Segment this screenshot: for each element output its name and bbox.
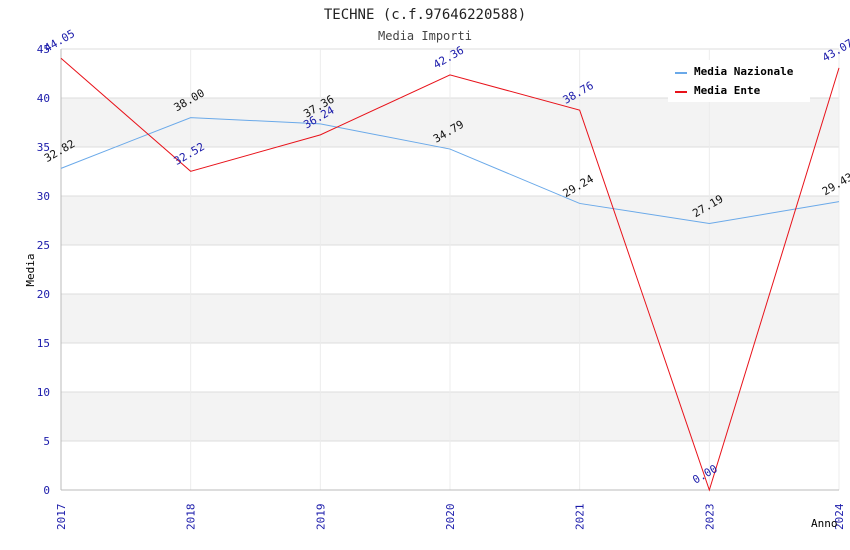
legend-label-media-ente: Media Ente bbox=[694, 84, 761, 97]
y-axis-label: Media bbox=[24, 253, 37, 286]
x-tick-label: 2018 bbox=[185, 504, 198, 531]
y-tick-label: 15 bbox=[37, 337, 50, 350]
series-lines bbox=[60, 57, 840, 492]
y-tick-label: 0 bbox=[43, 484, 50, 497]
chart-subtitle: Media Importi bbox=[378, 29, 472, 43]
y-tick-label: 5 bbox=[43, 435, 50, 448]
y-tick-label: 25 bbox=[37, 239, 50, 252]
legend-label-media-nazionale: Media Nazionale bbox=[694, 65, 794, 78]
data-label: 29.43 bbox=[820, 170, 850, 198]
data-label: 42.36 bbox=[431, 44, 466, 72]
y-tick-label: 45 bbox=[37, 43, 50, 56]
x-tick-label: 2020 bbox=[444, 504, 457, 531]
data-label: 0.00 bbox=[690, 462, 719, 487]
grid-lines bbox=[61, 48, 840, 490]
x-tick-label: 2019 bbox=[314, 504, 327, 531]
x-tick-label: 2017 bbox=[55, 504, 68, 531]
data-label: 44.05 bbox=[42, 27, 77, 55]
x-tick-label: 2024 bbox=[833, 503, 846, 530]
y-tick-label: 30 bbox=[37, 190, 50, 203]
y-tick-label: 40 bbox=[37, 92, 50, 105]
x-tick-label: 2023 bbox=[703, 504, 716, 531]
x-axis-label: Anno bbox=[811, 517, 838, 530]
series-line-media-ente bbox=[60, 57, 840, 492]
legend-box bbox=[668, 60, 810, 102]
y-tick-label: 20 bbox=[37, 288, 50, 301]
chart-title: TECHNE (c.f.97646220588) bbox=[324, 7, 526, 23]
legend: Media Nazionale Media Ente bbox=[668, 60, 810, 102]
x-axis-ticks: 2017 2018 2019 2020 2021 2023 2024 bbox=[55, 503, 846, 530]
series-line-media-nazionale bbox=[60, 117, 840, 225]
y-tick-label: 35 bbox=[37, 141, 50, 154]
data-label: 43.07 bbox=[820, 37, 850, 65]
y-tick-label: 10 bbox=[37, 386, 50, 399]
x-tick-label: 2021 bbox=[574, 504, 587, 531]
y-axis-ticks: 0 5 10 15 20 25 30 35 40 45 bbox=[37, 43, 50, 497]
